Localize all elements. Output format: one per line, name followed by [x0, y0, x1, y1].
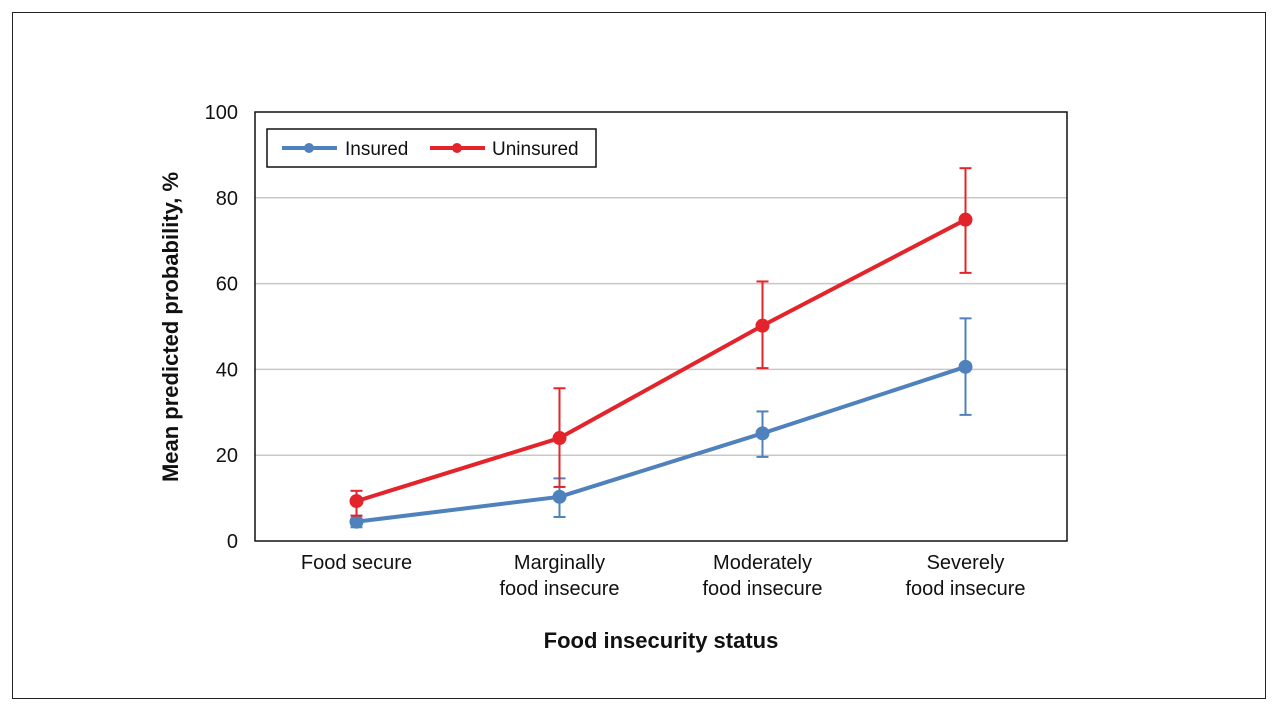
y-tick-label: 40 [216, 359, 238, 381]
gridlines [255, 197, 1067, 456]
y-tick-label: 80 [216, 188, 238, 210]
legend-label: Uninsured [492, 139, 579, 160]
x-tick-label-line: food insecure [905, 578, 1025, 600]
data-point [552, 431, 567, 446]
x-axis-ticks: Food secure Marginally food insecureModera… [301, 552, 1026, 600]
legend-item-uninsured: Uninsured [430, 139, 579, 160]
data-point [349, 514, 364, 529]
legend-swatch-marker [304, 143, 314, 153]
data-point [755, 426, 770, 441]
x-tick-label-line: Food secure [301, 552, 412, 574]
x-tick-label-line: Marginally [514, 552, 605, 574]
x-tick-label-line: food insecure [499, 578, 619, 600]
data-point [958, 359, 973, 374]
x-tick-label: Moderately food insecure [702, 552, 822, 600]
legend-swatch-marker [452, 143, 462, 153]
x-tick-label-line: Moderately [713, 552, 812, 574]
data-point [755, 318, 770, 333]
x-tick-label-line: food insecure [702, 578, 822, 600]
y-axis-title: Mean predicted probability, % [158, 172, 183, 482]
y-tick-label: 60 [216, 274, 238, 296]
y-tick-label: 0 [227, 531, 238, 553]
data-point [552, 489, 567, 504]
y-tick-label: 100 [205, 102, 238, 124]
y-tick-label: 20 [216, 445, 238, 467]
x-tick-label: Food secure [301, 552, 412, 574]
x-tick-label: Severely food insecure [905, 552, 1025, 600]
figure-frame [12, 12, 1266, 699]
series-insured [349, 317, 973, 529]
legend-item-insured: Insured [282, 139, 408, 160]
data-point [349, 494, 364, 509]
series-line [355, 217, 967, 504]
data-point [958, 212, 973, 227]
series-line [356, 364, 967, 524]
plot-area [254, 111, 1068, 542]
legend-label: Insured [345, 139, 408, 160]
y-axis-ticks: 0 20 40 60 80 100 [205, 102, 238, 553]
x-tick-label-line: Severely [927, 552, 1005, 574]
series-uninsured [349, 167, 973, 517]
legend: Insured Uninsured [266, 128, 597, 168]
series-group [349, 167, 973, 529]
x-tick-label: Marginally food insecure [499, 552, 619, 600]
x-axis-title: Food insecurity status [544, 628, 779, 653]
